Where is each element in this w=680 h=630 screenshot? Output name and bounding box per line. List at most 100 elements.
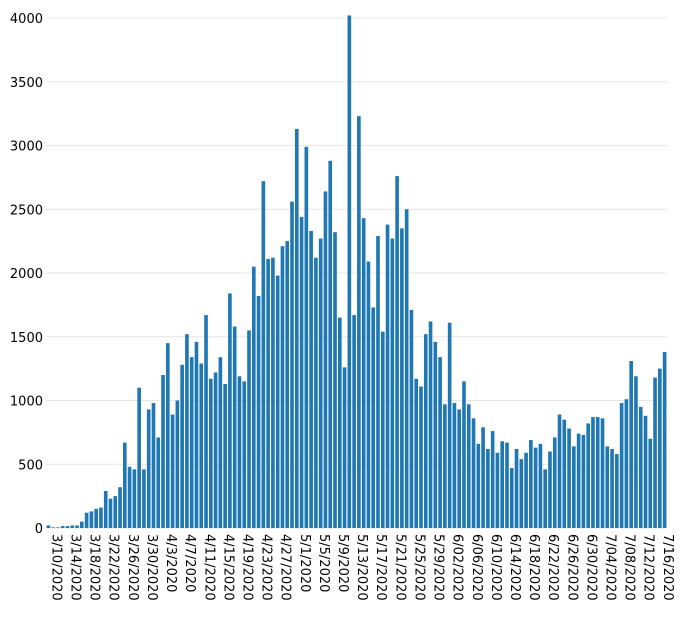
bar (261, 181, 266, 528)
y-tick-label: 0 (35, 522, 43, 537)
bar (552, 437, 557, 528)
x-axis-tick-labels: 3/10/2020 3/14/2020 3/18/2020 3/22/2020 3/26… (48, 534, 674, 601)
bar (572, 446, 576, 528)
bar (333, 232, 337, 528)
y-tick-label: 1000 (10, 395, 43, 410)
bar (251, 266, 256, 529)
bar (166, 343, 170, 529)
bar (294, 128, 299, 528)
bar (481, 427, 485, 528)
bar (80, 521, 84, 529)
bar (471, 418, 476, 528)
x-tick-label: 3/26/2020 (125, 534, 140, 601)
bar (275, 275, 280, 528)
x-tick-label: 7/16/2020 (660, 534, 675, 601)
x-tick-label: 5/5/2020 (316, 534, 331, 592)
bar (309, 230, 313, 528)
bar (180, 364, 184, 528)
y-tick-label: 3500 (10, 76, 43, 91)
bar (328, 160, 333, 529)
bar (194, 341, 199, 528)
bar (170, 414, 175, 528)
bar (629, 360, 633, 528)
bar (213, 372, 218, 528)
bar (223, 383, 227, 528)
bar (361, 218, 366, 529)
bar (447, 322, 452, 528)
bar (285, 241, 290, 529)
x-tick-label: 4/23/2020 (259, 534, 274, 601)
x-tick-label: 7/12/2020 (641, 534, 656, 601)
bar (108, 498, 113, 528)
bar (600, 418, 605, 528)
x-tick-label: 4/11/2020 (201, 534, 216, 601)
bar (653, 377, 657, 528)
bar (247, 330, 251, 529)
bar (56, 527, 60, 528)
y-tick-label: 1500 (10, 331, 43, 346)
x-tick-label: 4/19/2020 (239, 534, 254, 601)
y-tick-label: 3000 (10, 140, 43, 155)
bar (428, 321, 433, 528)
bar (519, 459, 524, 528)
bar (208, 378, 213, 528)
bar (443, 404, 447, 528)
x-tick-label: 6/30/2020 (583, 534, 598, 601)
bar (318, 238, 323, 528)
bar (103, 491, 108, 528)
x-tick-label: 6/18/2020 (526, 534, 541, 601)
bar (490, 431, 495, 528)
bar (94, 508, 98, 529)
bar (347, 15, 352, 528)
x-tick-label: 4/7/2020 (182, 534, 197, 592)
x-tick-label: 7/08/2020 (622, 534, 637, 601)
bar (185, 334, 189, 528)
bar (643, 415, 648, 528)
bar (70, 525, 75, 528)
x-tick-label: 4/27/2020 (278, 534, 293, 601)
x-tick-label: 5/21/2020 (392, 534, 407, 601)
bar (118, 487, 122, 528)
bar (591, 417, 595, 528)
x-tick-label: 5/25/2020 (411, 534, 426, 601)
bar (75, 525, 79, 528)
bar (562, 419, 567, 529)
bar (529, 440, 533, 528)
x-tick-label: 6/06/2020 (469, 534, 484, 601)
x-tick-label: 3/18/2020 (87, 534, 102, 601)
bar (486, 448, 490, 528)
bar (476, 443, 481, 528)
y-tick-label: 500 (18, 458, 43, 473)
bar (404, 209, 409, 528)
bar (500, 441, 505, 528)
y-tick-label: 2000 (10, 267, 43, 282)
bar (438, 357, 442, 528)
bar (658, 368, 662, 529)
bar (419, 386, 423, 528)
x-tick-label: 5/29/2020 (431, 534, 446, 601)
x-tick-label: 3/30/2020 (144, 534, 159, 601)
x-tick-label: 5/13/2020 (354, 534, 369, 601)
bar (280, 246, 285, 529)
bar (514, 448, 519, 528)
bar (142, 469, 146, 528)
bar (113, 496, 118, 529)
bar (352, 315, 356, 528)
bar (619, 403, 624, 528)
bar (132, 469, 137, 528)
bar (548, 451, 552, 528)
bar (638, 406, 643, 529)
bar (290, 201, 294, 528)
y-tick-label: 4000 (10, 12, 43, 27)
bar (605, 446, 610, 528)
bar (586, 423, 590, 528)
bar (581, 434, 586, 528)
bar (395, 176, 399, 528)
bar (505, 442, 509, 528)
x-tick-label: 3/14/2020 (68, 534, 83, 601)
y-tick-label: 2500 (10, 203, 43, 218)
bar (46, 525, 51, 528)
bar (538, 443, 543, 528)
x-tick-label: 5/9/2020 (335, 534, 350, 592)
